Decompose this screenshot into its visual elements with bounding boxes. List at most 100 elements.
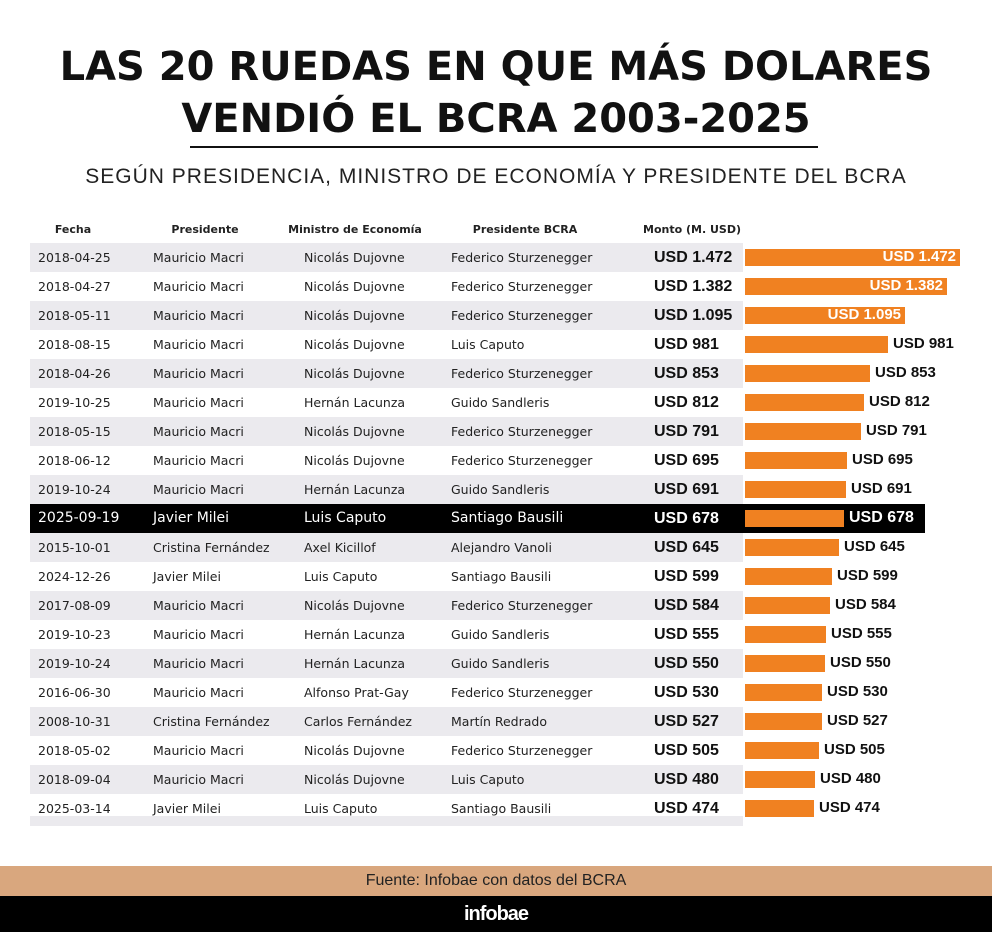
cell-fecha: 2025-03-14 <box>38 801 111 816</box>
bar-label: USD 474 <box>819 799 880 816</box>
cell-bcra: Santiago Bausili <box>451 569 552 584</box>
cell-monto: USD 678 <box>654 510 719 527</box>
cell-fecha: 2024-12-26 <box>38 569 111 584</box>
cell-presidente: Javier Milei <box>153 510 230 526</box>
table-row: 2008-10-31 Cristina Fernández Carlos Ferná… <box>30 707 743 736</box>
bar-label: USD 812 <box>869 393 930 410</box>
header-monto: Monto (M. USD) <box>643 223 741 236</box>
bar <box>745 800 814 817</box>
cell-fecha: 2019-10-24 <box>38 482 111 497</box>
bar-label: USD 678 <box>849 509 914 526</box>
cell-ministro: Carlos Fernández <box>304 714 412 729</box>
table-row: 2016-06-30 Mauricio Macri Alfonso Prat-Gay… <box>30 678 743 707</box>
table-row: 2018-04-27 Mauricio Macri Nicolás Dujovne F… <box>30 272 743 301</box>
cell-presidente: Mauricio Macri <box>153 453 244 468</box>
bar <box>745 713 822 730</box>
cell-presidente: Mauricio Macri <box>153 656 244 671</box>
cell-bcra: Federico Sturzenegger <box>451 424 593 439</box>
table-row: 2018-06-12 Mauricio Macri Nicolás Dujovne F… <box>30 446 743 475</box>
cell-ministro: Hernán Lacunza <box>304 627 406 642</box>
cell-ministro: Nicolás Dujovne <box>304 743 405 758</box>
table-row: 2018-05-11 Mauricio Macri Nicolás Dujovne F… <box>30 301 743 330</box>
table-row: 2025-03-14 Javier Milei Luis Caputo Santiag… <box>30 794 743 823</box>
bar <box>745 684 822 701</box>
cell-presidente: Mauricio Macri <box>153 598 244 613</box>
bar-label: USD 527 <box>827 712 888 729</box>
cell-fecha: 2019-10-24 <box>38 656 111 671</box>
bar-label: USD 791 <box>866 422 927 439</box>
title-line-2: VENDIÓ EL BCRA 2003-2025 <box>181 96 811 142</box>
cell-fecha: 2018-08-15 <box>38 337 111 352</box>
cell-ministro: Nicolás Dujovne <box>304 598 405 613</box>
cell-bcra: Guido Sandleris <box>451 656 550 671</box>
cell-bcra: Luis Caputo <box>451 337 525 352</box>
bar <box>745 394 864 411</box>
cell-monto: USD 691 <box>654 481 719 498</box>
cell-monto: USD 530 <box>654 684 719 701</box>
cell-monto: USD 791 <box>654 423 719 440</box>
cell-monto: USD 474 <box>654 800 719 817</box>
bar <box>745 365 870 382</box>
cell-presidente: Mauricio Macri <box>153 250 244 265</box>
bar-label: USD 1.382 <box>869 277 943 294</box>
cell-bcra: Santiago Bausili <box>451 510 564 526</box>
table-row: 2019-10-25 Mauricio Macri Hernán Lacunza Gu… <box>30 388 743 417</box>
table-row: 2018-04-25 Mauricio Macri Nicolás Dujovne F… <box>30 243 743 272</box>
cell-bcra: Federico Sturzenegger <box>451 308 593 323</box>
cell-monto: USD 550 <box>654 655 719 672</box>
bar <box>745 510 844 527</box>
bar-label: USD 555 <box>831 625 892 642</box>
cell-monto: USD 480 <box>654 771 719 788</box>
cell-fecha: 2018-06-12 <box>38 453 111 468</box>
cell-fecha: 2018-05-15 <box>38 424 111 439</box>
cell-bcra: Federico Sturzenegger <box>451 279 593 294</box>
bar <box>745 771 815 788</box>
bar <box>745 597 830 614</box>
cell-bcra: Federico Sturzenegger <box>451 453 593 468</box>
cell-bcra: Federico Sturzenegger <box>451 250 593 265</box>
cell-ministro: Hernán Lacunza <box>304 395 406 410</box>
cell-fecha: 2019-10-23 <box>38 627 111 642</box>
bar <box>745 655 825 672</box>
brand-footer: infobae <box>0 896 992 932</box>
cell-fecha: 2018-04-25 <box>38 250 111 265</box>
bar <box>745 336 888 353</box>
cell-presidente: Javier Milei <box>153 801 221 816</box>
cell-monto: USD 584 <box>654 597 719 614</box>
bar <box>745 452 847 469</box>
cell-monto: USD 555 <box>654 626 719 643</box>
cell-ministro: Nicolás Dujovne <box>304 250 405 265</box>
cell-ministro: Axel Kicillof <box>304 540 376 555</box>
cell-bcra: Guido Sandleris <box>451 627 550 642</box>
header-presidente-bcra: Presidente BCRA <box>472 223 578 236</box>
cell-presidente: Mauricio Macri <box>153 279 244 294</box>
cell-presidente: Mauricio Macri <box>153 482 244 497</box>
bar-label: USD 695 <box>852 451 913 468</box>
bar-label: USD 599 <box>837 567 898 584</box>
cell-fecha: 2016-06-30 <box>38 685 111 700</box>
header-presidente: Presidente <box>171 223 239 236</box>
cell-presidente: Mauricio Macri <box>153 337 244 352</box>
cell-bcra: Federico Sturzenegger <box>451 366 593 381</box>
cell-monto: USD 853 <box>654 365 719 382</box>
cell-presidente: Javier Milei <box>153 569 221 584</box>
cell-ministro: Nicolás Dujovne <box>304 424 405 439</box>
cell-fecha: 2018-04-26 <box>38 366 111 381</box>
cell-bcra: Guido Sandleris <box>451 395 550 410</box>
bar <box>745 539 839 556</box>
cell-fecha: 2018-09-04 <box>38 772 111 787</box>
cell-fecha: 2015-10-01 <box>38 540 111 555</box>
cell-ministro: Nicolás Dujovne <box>304 279 405 294</box>
bar-label: USD 1.095 <box>827 306 901 323</box>
bar-label: USD 480 <box>820 770 881 787</box>
table-row: 2025-09-19 Javier Milei Luis Caputo Santiag… <box>30 504 925 533</box>
bar <box>745 568 832 585</box>
cell-monto: USD 599 <box>654 568 719 585</box>
table-row: 2024-12-26 Javier Milei Luis Caputo Santiag… <box>30 562 743 591</box>
table-row: 2019-10-24 Mauricio Macri Hernán Lacunza Gu… <box>30 649 743 678</box>
bar-label: USD 530 <box>827 683 888 700</box>
cell-presidente: Mauricio Macri <box>153 424 244 439</box>
bar-label: USD 691 <box>851 480 912 497</box>
cell-presidente: Mauricio Macri <box>153 743 244 758</box>
cell-ministro: Nicolás Dujovne <box>304 308 405 323</box>
